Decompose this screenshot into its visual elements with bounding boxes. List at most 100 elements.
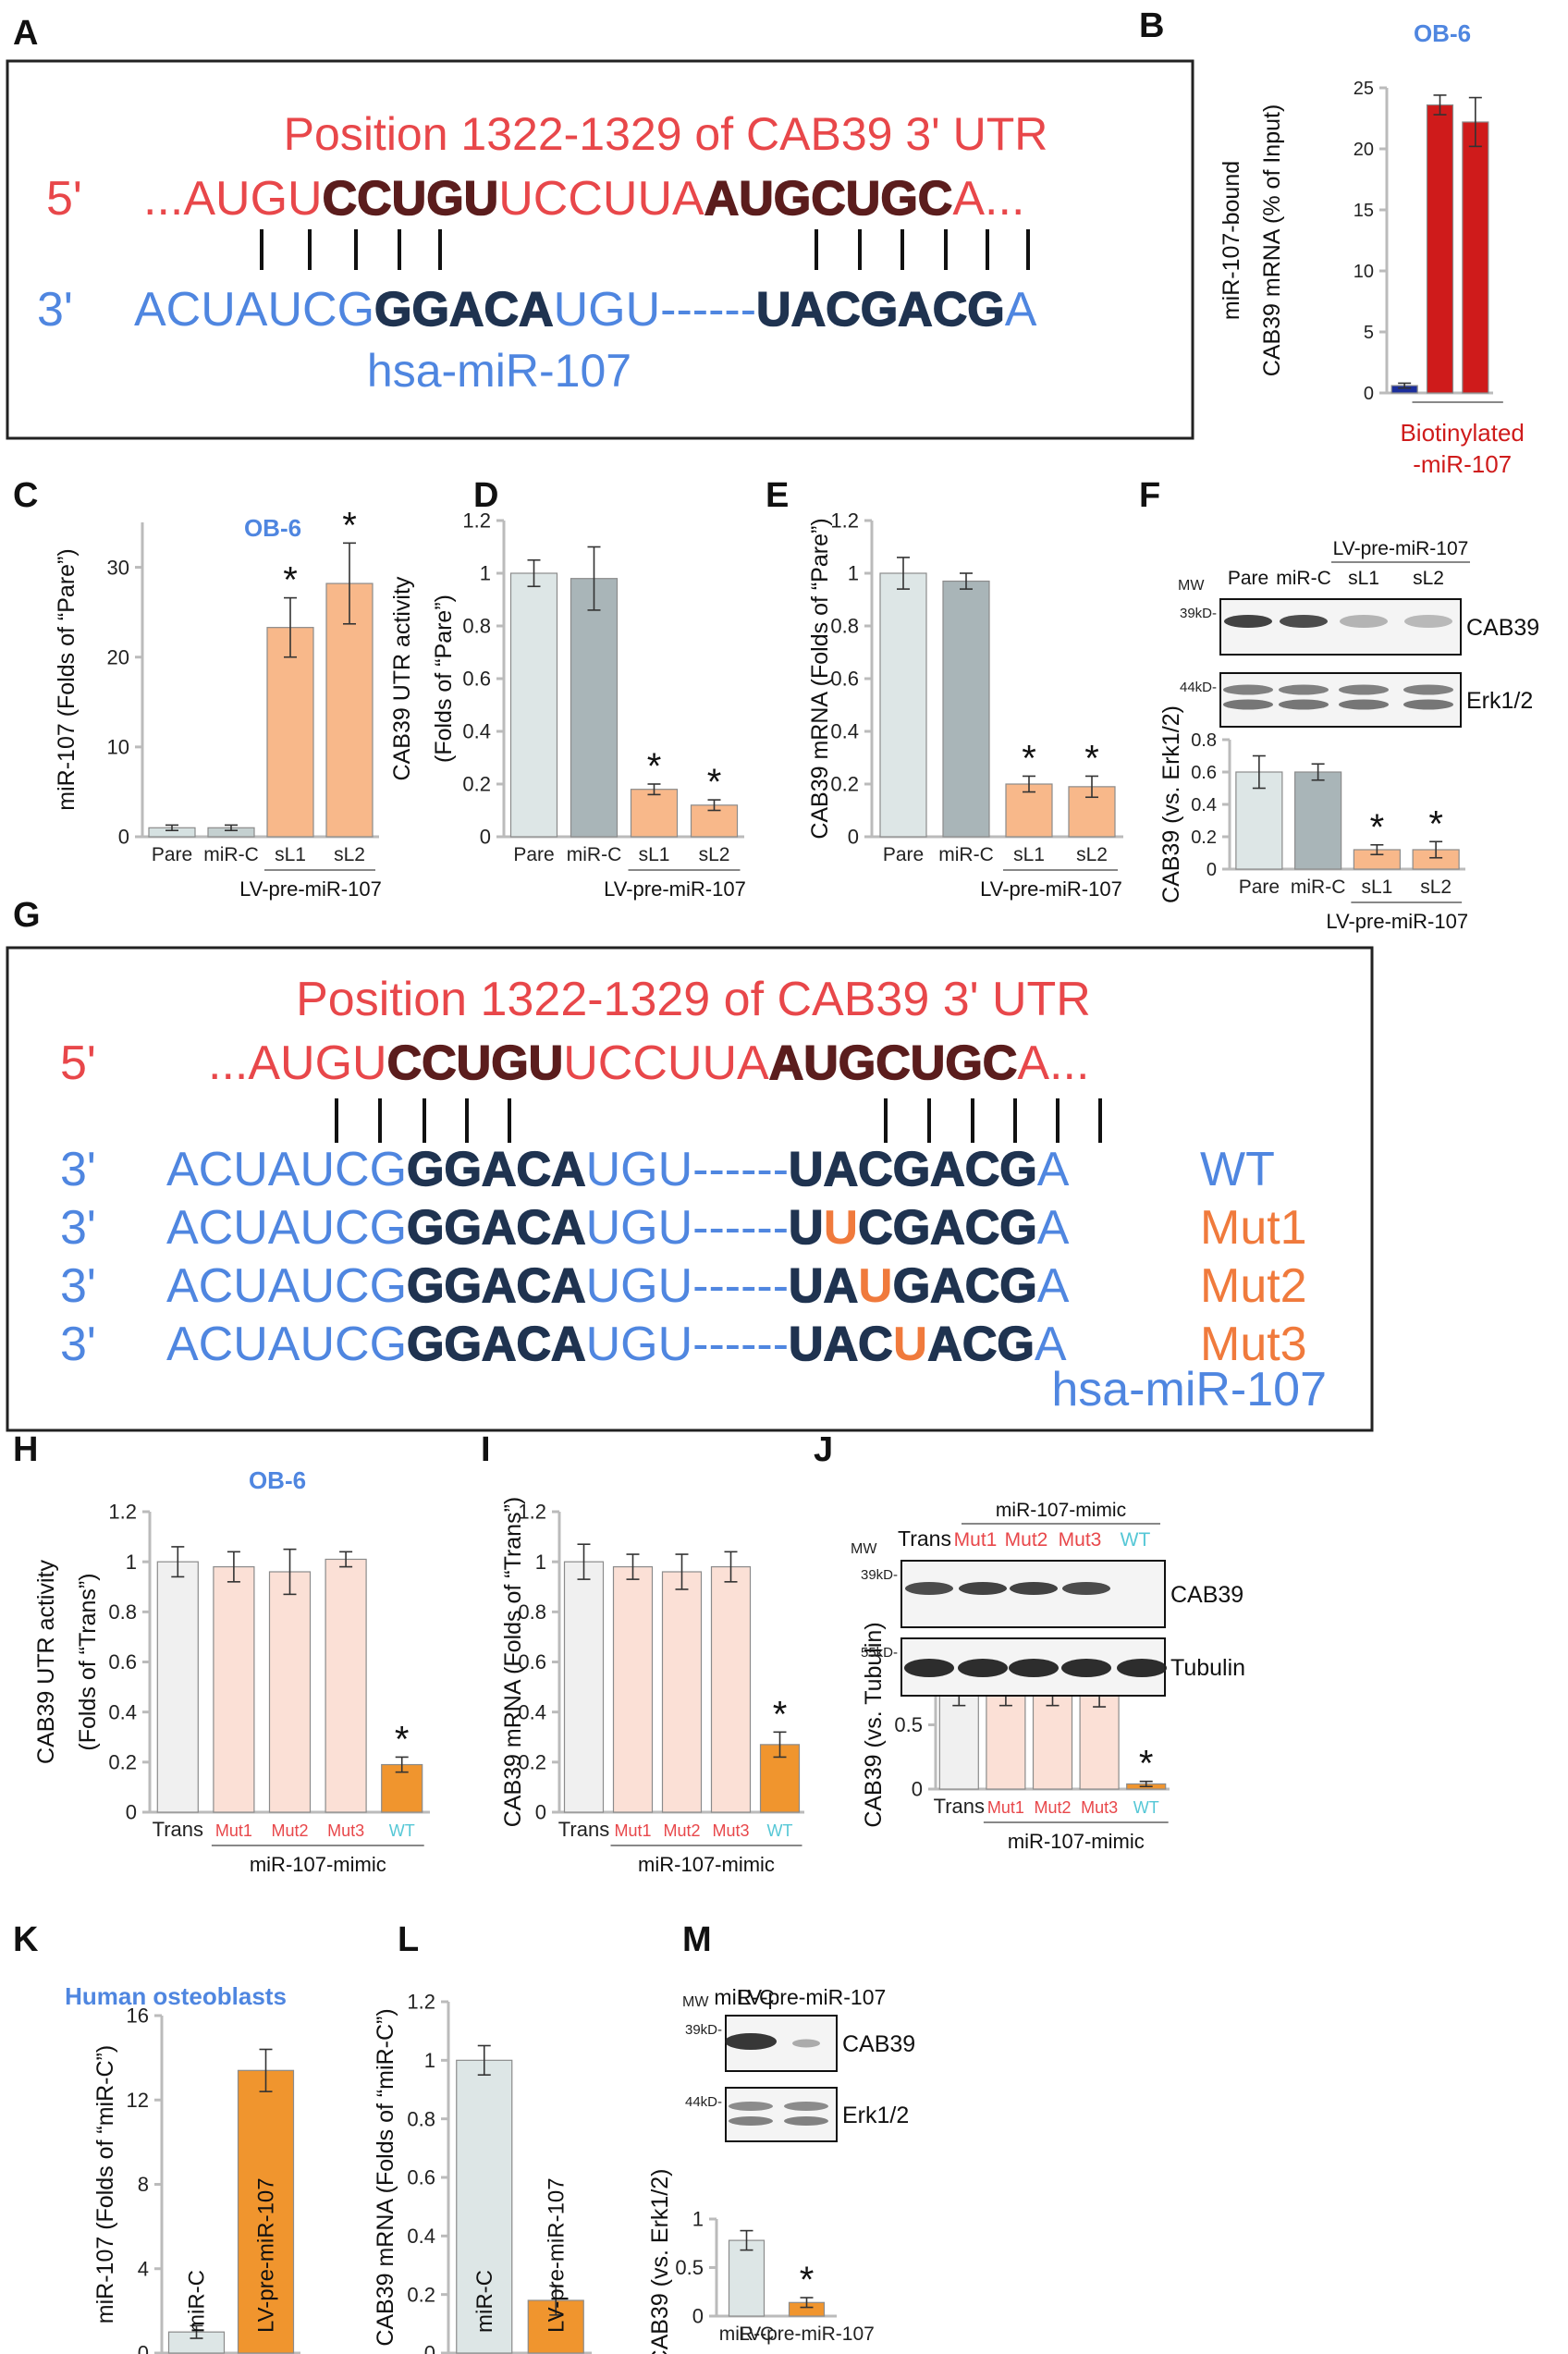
category-label: Mut1 <box>215 1821 252 1840</box>
y-tick-label: 1 <box>848 562 859 585</box>
y-axis-label: (Folds of “Pare”) <box>431 595 457 763</box>
category-label: sL2 <box>334 844 365 865</box>
lane-label: Pare <box>1228 568 1268 589</box>
lane-label: Mut2 <box>1005 1529 1048 1551</box>
pairing-lines-a <box>260 229 1030 270</box>
y-axis-label: CAB39 (vs. Tubulin) <box>861 1622 887 1827</box>
y-axis-label: miR-107-bound <box>1219 161 1244 320</box>
bar <box>942 580 990 838</box>
blot-row-label: Tubulin <box>1170 1655 1245 1681</box>
blot-band <box>1339 699 1389 710</box>
mw-label: MW <box>851 1541 877 1557</box>
y-tick-label: 0.8 <box>518 1600 546 1624</box>
y-axis-label: CAB39 (vs. Erk1/2) <box>647 2169 673 2354</box>
y-tick-label: 5 <box>1364 323 1374 343</box>
significance-star: * <box>1022 738 1036 779</box>
category-label: Trans <box>934 1795 985 1818</box>
y-tick-label: 1.2 <box>830 509 859 533</box>
lane-label: LV-pre-miR-107 <box>738 1985 887 2009</box>
category-label: Mut1 <box>987 1798 1024 1817</box>
y-tick-label: 0.4 <box>108 1700 137 1723</box>
category-label: Mut2 <box>663 1821 700 1840</box>
panel-letter-d: D <box>473 476 498 515</box>
lane-label: Mut3 <box>1059 1529 1102 1551</box>
lane-label: WT <box>1121 1529 1151 1551</box>
three-prime-wt: 3' <box>60 1143 96 1196</box>
five-prime-g: 5' <box>60 1036 96 1090</box>
category-label: miR-C <box>567 844 621 865</box>
y-tick-label: 0 <box>912 1778 923 1801</box>
blot-band <box>959 1582 1007 1595</box>
panel-letter-j: J <box>814 1430 833 1469</box>
category-label: WT <box>1133 1798 1159 1817</box>
bar <box>710 1565 752 1813</box>
y-tick-label: 12 <box>127 2089 149 2112</box>
category-label: Pare <box>883 844 924 865</box>
category-label: sL2 <box>699 844 730 865</box>
lane-label: Trans <box>898 1526 951 1551</box>
y-tick-label: 0 <box>692 2305 704 2328</box>
y-tick-label: 25 <box>1354 79 1374 99</box>
blot-j: MW miR-107-mimic Trans Mut1 Mut2 Mut3 WT 39kD- C… <box>851 1500 1245 1697</box>
bar <box>630 789 679 838</box>
y-tick-label: 20 <box>107 645 129 668</box>
category-label: miR-C <box>472 2270 497 2333</box>
significance-star: * <box>647 746 662 787</box>
y-axis-label: CAB39 mRNA (Folds of “Trans”) <box>500 1497 526 1827</box>
y-axis-label: CAB39 mRNA (Folds of “miR-C”) <box>373 2008 398 2346</box>
blot-band <box>1403 699 1453 710</box>
bar <box>325 1558 367 1813</box>
blot-band <box>1403 684 1453 695</box>
category-label: sL2 <box>1420 877 1452 898</box>
bar <box>268 1571 312 1813</box>
y-tick-label: 0.6 <box>830 668 859 691</box>
y-tick-label: 0.5 <box>675 2256 704 2279</box>
blot-band <box>1339 684 1389 695</box>
blot-band <box>1061 1659 1111 1677</box>
bar <box>1005 783 1053 838</box>
bar <box>1079 1694 1120 1790</box>
chart-title: OB-6 <box>244 514 301 542</box>
chart-c: 0 10 20 30 miR-107 (Folds of “Pare”) Pare miR-… <box>54 505 382 901</box>
chart-b: 0 5 10 15 20 25 miR-107-bound CAB39 mRNA (% of … <box>1219 19 1525 478</box>
bar <box>612 1565 654 1813</box>
y-tick-label: 4 <box>138 2257 149 2280</box>
y-tick-label: 30 <box>107 556 129 579</box>
blot-band <box>1009 1659 1059 1677</box>
y-axis-label: miR-107 (Folds of “Pare”) <box>54 548 80 810</box>
group-label: Biotinylated <box>1400 419 1524 447</box>
panel-letter-i: I <box>481 1430 491 1469</box>
significance-star: * <box>342 505 357 546</box>
seq-title-g: Position 1322-1329 of CAB39 3' UTR <box>296 973 1091 1026</box>
mir-sequence-mut1: ACUAUCGGGACAUGU------UUCGACGA <box>166 1201 1070 1255</box>
bar <box>1426 104 1454 394</box>
panel-a-sequence: Position 1322-1329 of CAB39 3' UTR 5' ..… <box>6 59 1194 440</box>
blot-band <box>905 1582 953 1595</box>
blot-row-label: Erk1/2 <box>1466 688 1533 714</box>
bar <box>456 2059 513 2354</box>
three-prime-mut3: 3' <box>60 1318 96 1371</box>
panel-letter-m: M <box>682 1920 712 1959</box>
blot-band <box>1224 615 1272 628</box>
bar <box>879 572 927 838</box>
blot-group-label: LV-pre-miR-107 <box>1333 538 1469 559</box>
y-tick-label: 0.5 <box>894 1713 923 1736</box>
chart-k: 0 4 8 12 16 miR-107 (Folds of “miR-C”) miR-C LV… <box>65 1982 300 2354</box>
category-label: LV-pre-miR-107 <box>544 2177 569 2333</box>
mw-marker: 55kD- <box>861 1645 898 1661</box>
five-prime-a: 5' <box>46 172 82 226</box>
group-label: LV-pre-miR-107 <box>239 877 382 901</box>
mw-label: MW <box>1178 578 1205 594</box>
panel-letter-f: F <box>1139 476 1160 515</box>
category-label: Mut2 <box>271 1821 308 1840</box>
panel-letter-c: C <box>13 476 38 515</box>
chart-title: OB-6 <box>1414 19 1471 47</box>
chart-d: 0 0.2 0.4 0.6 0.8 1 1.2 CAB39 UTR activity (Fold… <box>389 509 746 901</box>
y-tick-label: 15 <box>1354 201 1374 221</box>
y-axis-label: miR-107 (Folds of “miR-C”) <box>92 2045 118 2323</box>
y-axis-label: CAB39 mRNA (Folds of “Pare”) <box>807 518 833 839</box>
y-tick-label: 1.2 <box>462 509 491 533</box>
utr-sequence-g: ...AUGUCCUGUUCCUUAAUGCUGCA... <box>208 1036 1089 1090</box>
y-tick-label: 1 <box>126 1551 137 1574</box>
panel-letter-e: E <box>766 476 789 515</box>
